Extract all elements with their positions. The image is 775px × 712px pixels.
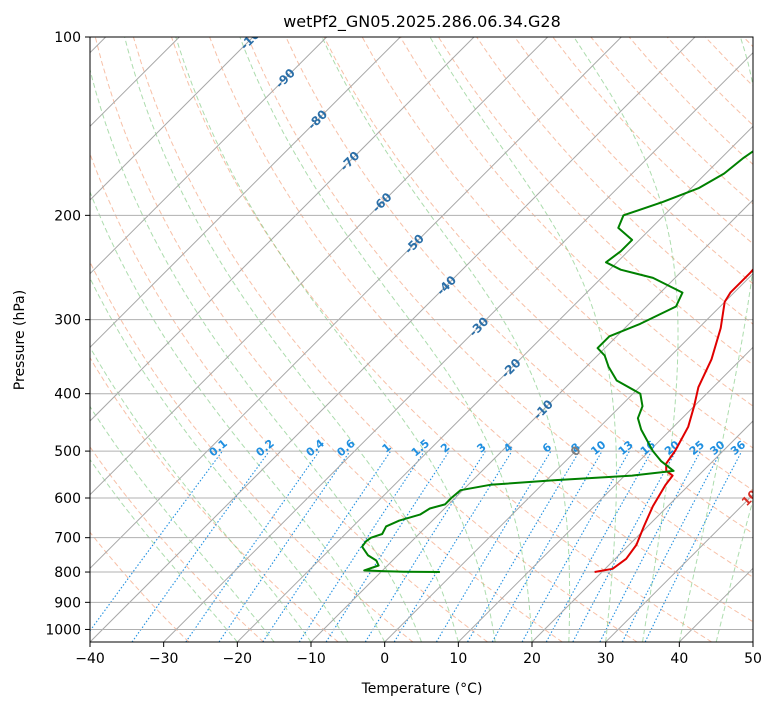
chart-title: wetPf2_GN05.2025.286.06.34.G28 bbox=[283, 12, 561, 32]
x-axis-label: Temperature (°C) bbox=[361, 681, 483, 697]
y-tick-label: 200 bbox=[54, 208, 81, 224]
x-tick-label: 30 bbox=[597, 651, 615, 667]
y-tick-label: 500 bbox=[54, 444, 81, 460]
x-tick-label: −20 bbox=[223, 651, 253, 667]
x-tick-label: 40 bbox=[670, 651, 688, 667]
y-tick-label: 800 bbox=[54, 565, 81, 581]
x-tick-label: 20 bbox=[523, 651, 541, 667]
x-tick-label: 50 bbox=[744, 651, 762, 667]
x-tick-label: −10 bbox=[296, 651, 326, 667]
y-tick-label: 700 bbox=[54, 531, 81, 547]
y-tick-label: 600 bbox=[54, 491, 81, 507]
x-tick-label: −40 bbox=[75, 651, 105, 667]
y-tick-label: 300 bbox=[54, 313, 81, 329]
y-tick-label: 1000 bbox=[45, 622, 81, 638]
x-tick-label: 10 bbox=[449, 651, 467, 667]
y-tick-label: 900 bbox=[54, 595, 81, 611]
y-tick-label: 100 bbox=[54, 30, 81, 46]
x-tick-label: −30 bbox=[149, 651, 179, 667]
y-axis-label: Pressure (hPa) bbox=[12, 290, 28, 390]
x-tick-label: 0 bbox=[380, 651, 389, 667]
y-tick-label: 400 bbox=[54, 387, 81, 403]
